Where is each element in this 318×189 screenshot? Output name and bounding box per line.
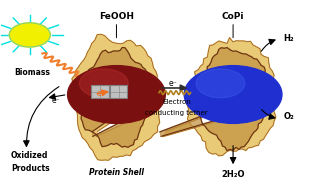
FancyBboxPatch shape — [110, 85, 128, 98]
Polygon shape — [72, 34, 161, 160]
Text: e⁻: e⁻ — [52, 96, 60, 105]
Text: O₂: O₂ — [284, 112, 294, 121]
Text: 2H₂O: 2H₂O — [221, 170, 245, 179]
Circle shape — [9, 23, 50, 47]
Text: Oxidized: Oxidized — [11, 151, 48, 160]
Text: CoPi: CoPi — [222, 12, 244, 21]
Polygon shape — [160, 48, 268, 151]
Text: FeOOH: FeOOH — [99, 12, 134, 21]
FancyBboxPatch shape — [91, 85, 108, 98]
Polygon shape — [163, 38, 277, 156]
Circle shape — [68, 66, 165, 123]
Text: Biomass: Biomass — [14, 68, 50, 77]
Text: e⁻: e⁻ — [169, 79, 177, 88]
Circle shape — [184, 66, 282, 123]
Text: Electron: Electron — [162, 99, 191, 105]
Text: H₂: H₂ — [284, 34, 294, 43]
Circle shape — [80, 69, 128, 98]
Text: conducting tether: conducting tether — [145, 110, 208, 116]
Text: Products: Products — [11, 164, 50, 174]
Text: Protein Shell: Protein Shell — [89, 168, 144, 177]
Polygon shape — [81, 47, 152, 147]
Circle shape — [196, 69, 245, 98]
Text: e⁻: e⁻ — [96, 89, 105, 98]
